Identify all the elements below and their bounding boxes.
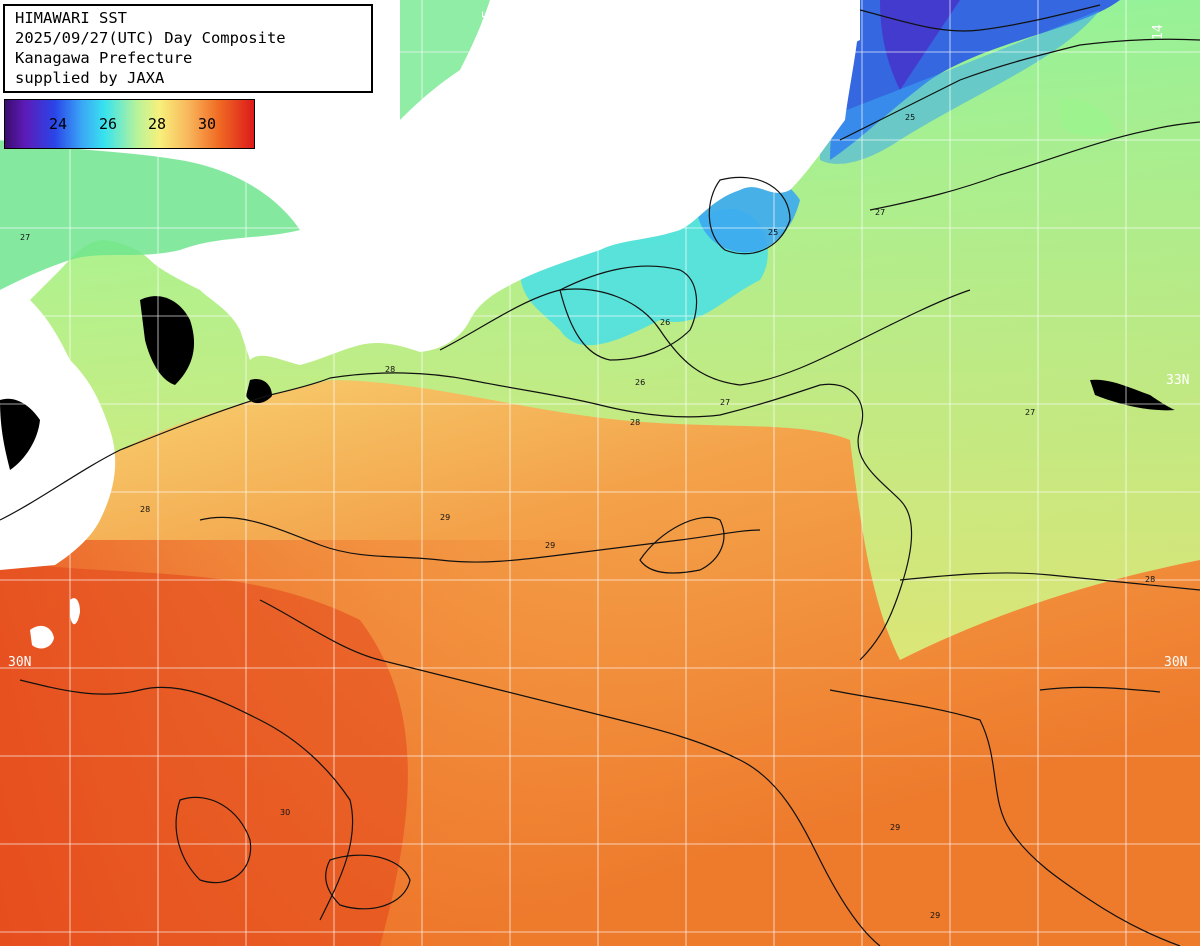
contour-labels: 25 25 26 26 27 27 27 28 28 28 29 29 29 3…	[20, 113, 1155, 920]
lat-label-30n-right: 30N	[1164, 655, 1187, 670]
contour-label: 27	[720, 398, 730, 407]
contour-29	[829, 689, 1181, 946]
contour-label: 27	[20, 233, 30, 242]
contour-26	[559, 265, 698, 361]
contour-lines	[0, 4, 1200, 946]
warmest-water-region	[0, 560, 408, 946]
coldest-water-core	[880, 0, 960, 90]
contour-28	[329, 372, 913, 661]
contour-label: 29	[545, 541, 555, 550]
contour-30	[325, 854, 411, 910]
supplier-line: supplied by JAXA	[15, 69, 165, 87]
temperature-color-scale: 24 26 28 30	[4, 99, 255, 149]
coastal-water	[0, 140, 300, 290]
contour-27	[869, 121, 1200, 211]
cold-water-band	[820, 10, 1100, 164]
cloud-mask	[246, 378, 272, 404]
scale-tick: 24	[49, 115, 68, 133]
contour-27	[439, 288, 971, 386]
contour-label: 26	[660, 318, 670, 327]
contour-label: 25	[768, 228, 778, 237]
contour-label: 29	[930, 911, 940, 920]
contour-25	[708, 176, 791, 255]
contour-label: 26	[635, 378, 645, 387]
contour-label: 25	[905, 113, 915, 122]
scale-tick: 30	[198, 115, 217, 133]
contour-28	[1039, 686, 1161, 693]
scale-tick: 28	[148, 115, 167, 133]
contour-label: 27	[1025, 408, 1035, 417]
contour-label: 27	[875, 208, 885, 217]
offshore-cool-patch	[1060, 99, 1115, 137]
cloud-mask	[0, 398, 40, 470]
land-kyushu	[0, 300, 116, 570]
island	[70, 598, 80, 625]
contour-28	[0, 377, 331, 521]
island	[478, 154, 499, 186]
contour-label: 29	[890, 823, 900, 832]
contour-label: 29	[440, 513, 450, 522]
contour-28	[899, 572, 1200, 591]
title-box: HIMAWARI SST 2025/09/27(UTC) Day Composi…	[3, 4, 373, 93]
product-title: HIMAWARI SST	[15, 9, 127, 27]
land-shikoku-fragment	[330, 224, 404, 287]
contour-label: 28	[140, 505, 150, 514]
contour-30	[19, 679, 354, 921]
contour-label: 28	[1145, 575, 1155, 584]
island	[30, 625, 54, 649]
date-line: 2025/09/27(UTC) Day Composite	[15, 29, 286, 47]
contour-29	[639, 516, 725, 574]
lat-label-30n-left: 30N	[8, 655, 31, 670]
scale-tick: 26	[99, 115, 118, 133]
contour-30	[175, 796, 252, 884]
lon-label-140e: 14	[1151, 24, 1166, 40]
land-honshu-north	[380, 0, 860, 160]
lat-label-33n-right: 33N	[1166, 373, 1189, 388]
contour-label: 30	[280, 808, 290, 817]
contour-label: 28	[385, 365, 395, 374]
region-line: Kanagawa Prefecture	[15, 49, 193, 67]
lon-label-136e: 136E	[481, 11, 496, 42]
contour-label: 28	[630, 418, 640, 427]
cloud-mask	[140, 296, 195, 385]
cloud-mask	[1090, 379, 1175, 411]
contour-29	[199, 516, 761, 563]
contour-23	[859, 4, 1101, 32]
coastal-water	[400, 0, 490, 120]
contour-25	[839, 38, 1200, 141]
contour-29	[259, 599, 881, 946]
